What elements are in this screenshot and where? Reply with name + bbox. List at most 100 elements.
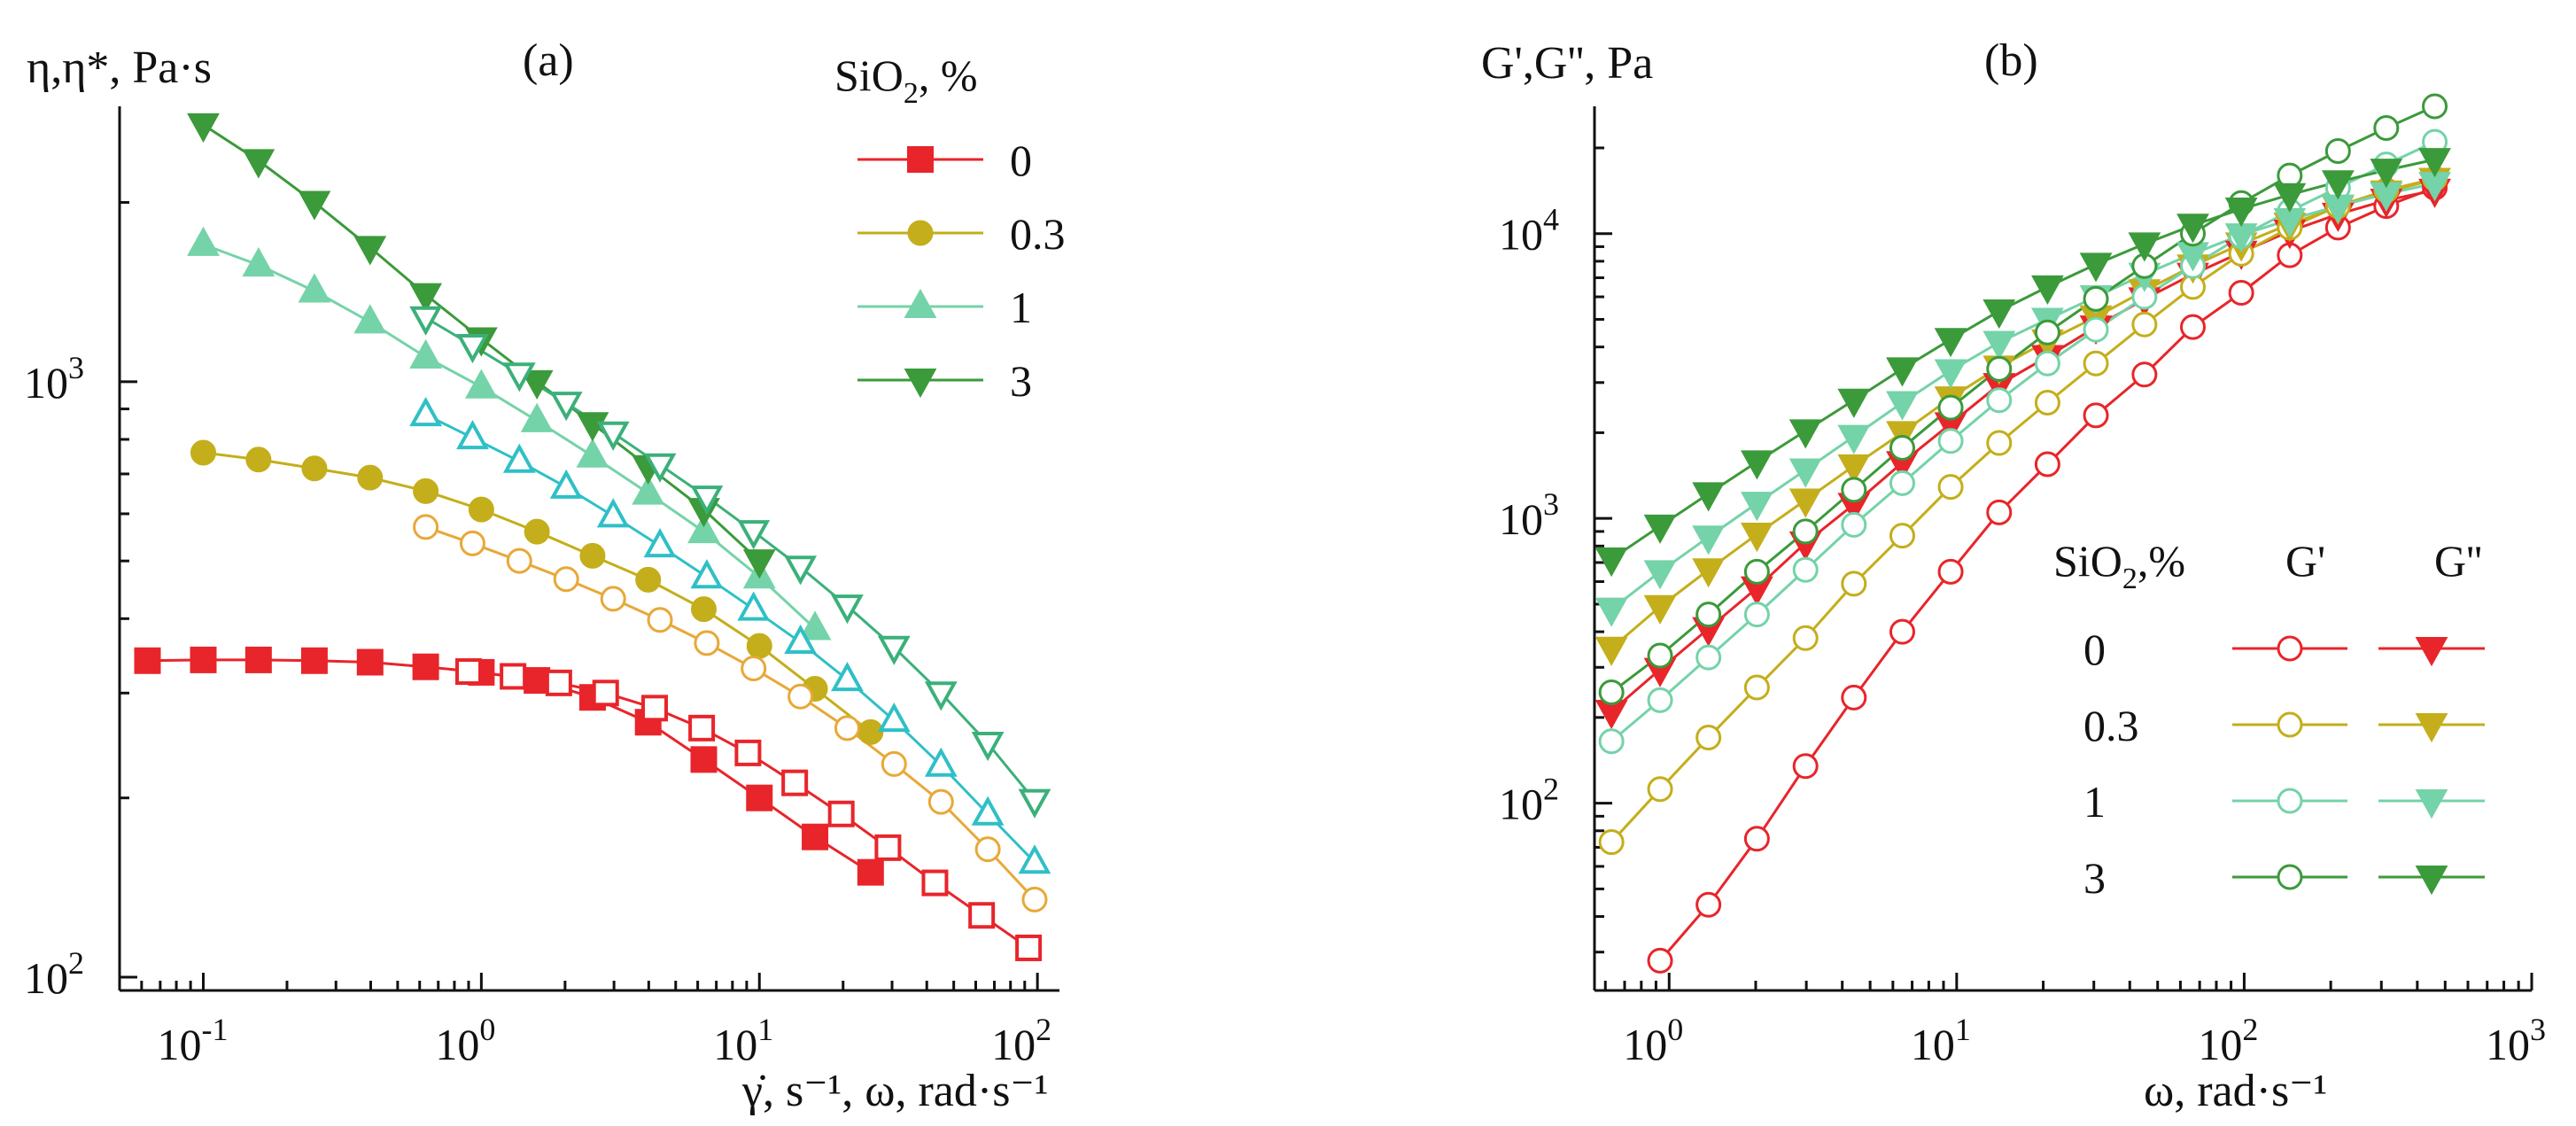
data-point <box>576 438 609 468</box>
panel-a-legend: 0 0.3 1 3 <box>857 136 1066 406</box>
data-point <box>1598 829 1625 856</box>
data-point <box>1021 886 1048 912</box>
data-point <box>353 304 387 334</box>
data-point <box>690 559 724 589</box>
data-point <box>690 596 717 623</box>
data-point <box>1934 359 1967 389</box>
data-point <box>927 788 954 815</box>
data-point <box>1986 430 2013 456</box>
data-point <box>831 594 864 625</box>
data-point <box>244 646 272 673</box>
data-point <box>2179 314 2206 340</box>
data-point <box>413 478 439 504</box>
data-point <box>2176 214 2209 244</box>
tick-base: 10 <box>2486 1020 2530 1069</box>
data-point <box>549 469 583 499</box>
legend-marker <box>907 220 934 246</box>
data-point <box>353 236 387 266</box>
data-point <box>553 566 579 593</box>
legend-marker-g-double-prime <box>2415 637 2448 667</box>
data-point <box>834 715 860 742</box>
data-point <box>647 607 673 633</box>
panel-b-y-tick-label: 104 <box>1499 202 1559 260</box>
data-point <box>1886 421 1919 451</box>
data-point <box>971 732 1005 762</box>
data-point <box>2083 402 2109 429</box>
data-point <box>2083 285 2109 312</box>
data-point <box>2321 170 2355 200</box>
data-point <box>1018 844 1051 874</box>
legend-label: 0 <box>1010 136 1032 185</box>
legend-label: 0.3 <box>1010 209 1066 259</box>
data-point <box>1937 474 1964 501</box>
data-point <box>2034 390 2060 416</box>
data-point <box>968 902 996 929</box>
tick-base: 10 <box>2198 1020 2242 1069</box>
data-point <box>1643 560 1677 590</box>
legend-marker-g-double-prime <box>2415 866 2448 896</box>
data-point <box>2131 311 2158 338</box>
data-point <box>1643 594 1677 625</box>
legend-marker-g-prime <box>2277 864 2303 890</box>
data-point <box>635 566 662 593</box>
data-point <box>1692 525 1726 555</box>
data-point <box>1837 454 1871 484</box>
legend-title-subscript: 2 <box>904 77 919 110</box>
panel-a-x-tick-label: 100 <box>435 1012 495 1069</box>
tick-base: 10 <box>1499 780 1543 829</box>
data-point <box>802 823 829 850</box>
data-point <box>746 633 772 659</box>
tick-base: 10 <box>157 1020 201 1069</box>
data-point <box>784 555 818 586</box>
data-point <box>1015 934 1043 961</box>
data-point <box>468 496 494 523</box>
tick-base: 10 <box>1623 1020 1667 1069</box>
data-point <box>301 455 328 482</box>
data-point <box>357 464 384 491</box>
data-point <box>245 447 272 473</box>
panel-b-label: (b) <box>1984 35 2038 86</box>
data-point <box>1792 753 1819 780</box>
panel-b-y-tick-label: 102 <box>1499 772 1559 829</box>
data-point <box>1647 642 1673 669</box>
data-point <box>2324 138 2351 165</box>
panel-b-x-tick-label: 103 <box>2486 1012 2546 1069</box>
data-point <box>1692 482 1726 512</box>
legend-label: 0.3 <box>2083 701 2139 750</box>
data-point <box>687 513 720 544</box>
panel-b-legend-title: SiO2,% <box>2053 536 2185 595</box>
data-point <box>1889 434 1915 461</box>
data-point <box>737 591 771 621</box>
panel-a-x-axis-label: γ̇, s⁻¹, ω, rad·s⁻¹ <box>741 1066 1048 1116</box>
data-point <box>1937 394 1964 421</box>
data-point <box>1886 357 1919 387</box>
data-point <box>1886 391 1919 421</box>
data-point <box>1889 523 1915 549</box>
data-point <box>1740 492 1773 522</box>
data-point <box>520 402 554 432</box>
data-point <box>1792 625 1819 651</box>
legend-marker-g-double-prime <box>2415 713 2448 743</box>
data-point <box>1695 644 1722 671</box>
tick-exponent: 0 <box>1667 1012 1683 1047</box>
data-point <box>413 514 439 540</box>
series-line-3G <box>1610 105 2436 694</box>
legend-title-rest: , % <box>919 50 978 100</box>
data-point <box>643 453 677 483</box>
data-point <box>298 190 331 221</box>
data-point <box>924 747 958 777</box>
data-point <box>831 662 864 692</box>
data-point <box>187 226 220 256</box>
data-point <box>1986 355 2013 382</box>
data-point <box>827 800 855 827</box>
tick-exponent: 2 <box>1036 1012 1051 1047</box>
tick-exponent: 0 <box>479 1012 495 1047</box>
data-point <box>1937 558 1964 585</box>
data-point <box>857 858 884 886</box>
data-point <box>2273 182 2307 213</box>
panel-a-x-tick-label: 101 <box>713 1012 773 1069</box>
tick-exponent: 3 <box>2530 1012 2546 1047</box>
data-point <box>592 679 619 707</box>
data-point <box>596 498 630 528</box>
